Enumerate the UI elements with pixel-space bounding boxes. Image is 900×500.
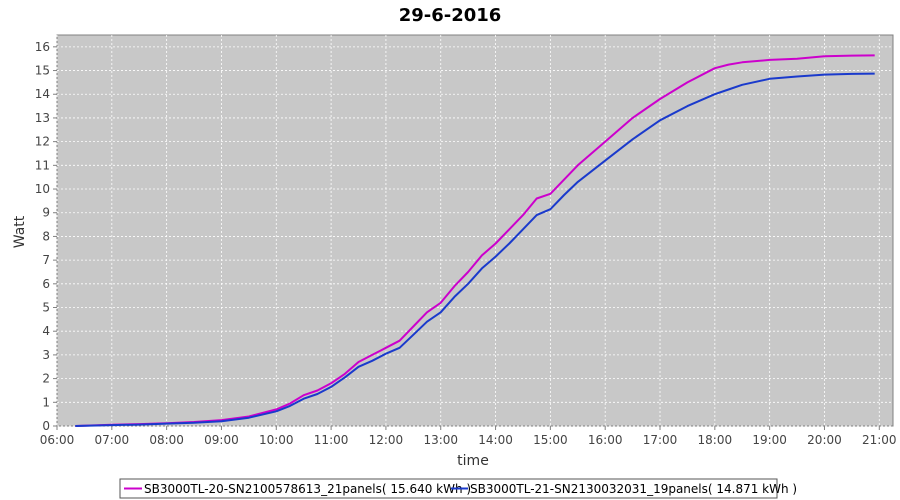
x-axis: 06:00 07:00 08:00 09:00 10:00 11:00 12:00 13:00… xyxy=(40,426,897,447)
x-axis-label: time xyxy=(457,453,489,469)
x-tick-label: 19:00 xyxy=(752,433,787,447)
legend-item-1: SB3000TL-20-SN2100578613_21panels( 15.64… xyxy=(144,482,471,496)
y-tick-label: 10 xyxy=(35,182,50,196)
grid-lines xyxy=(56,35,893,427)
y-tick-label: 9 xyxy=(42,206,50,220)
x-tick-label: 07:00 xyxy=(95,433,130,447)
y-tick-label: 13 xyxy=(35,111,50,125)
x-tick-label: 17:00 xyxy=(643,433,678,447)
series-line-1 xyxy=(75,54,875,427)
y-tick-label: 4 xyxy=(42,324,50,338)
legend: SB3000TL-20-SN2100578613_21panels( 15.64… xyxy=(119,478,797,499)
x-tick-label: 10:00 xyxy=(259,433,294,447)
y-tick-label: 3 xyxy=(42,348,50,362)
y-axis-label: Watt xyxy=(12,215,28,248)
y-tick-label: 7 xyxy=(42,253,50,267)
y-tick-label: 6 xyxy=(42,277,50,291)
y-tick-label: 5 xyxy=(42,301,50,315)
plot-area xyxy=(56,34,894,427)
legend-item-2: SB3000TL-21-SN2130032031_19panels( 14.87… xyxy=(470,482,797,496)
x-tick-label: 21:00 xyxy=(862,433,897,447)
series-line-2 xyxy=(75,72,875,427)
y-tick-label: 0 xyxy=(42,419,50,433)
y-tick-label: 14 xyxy=(35,87,50,101)
x-tick-label: 06:00 xyxy=(40,433,75,447)
x-tick-label: 12:00 xyxy=(369,433,404,447)
chart-title: 29-6-2016 xyxy=(399,5,502,26)
x-tick-label: 14:00 xyxy=(478,433,513,447)
x-tick-label: 11:00 xyxy=(314,433,349,447)
x-tick-label: 18:00 xyxy=(698,433,733,447)
y-tick-label: 12 xyxy=(35,135,50,149)
x-tick-label: 08:00 xyxy=(149,433,184,447)
y-tick-label: 2 xyxy=(42,372,50,386)
y-tick-label: 1 xyxy=(42,395,50,409)
y-tick-label: 11 xyxy=(35,158,50,172)
series-lines xyxy=(75,54,875,427)
x-tick-label: 15:00 xyxy=(533,433,568,447)
y-tick-label: 16 xyxy=(35,40,50,54)
x-tick-label: 09:00 xyxy=(204,433,239,447)
x-tick-label: 20:00 xyxy=(807,433,842,447)
x-tick-label: 13:00 xyxy=(423,433,458,447)
x-tick-label: 16:00 xyxy=(588,433,623,447)
y-tick-label: 15 xyxy=(35,64,50,78)
legend-box xyxy=(119,478,778,499)
y-tick-label: 8 xyxy=(42,229,50,243)
